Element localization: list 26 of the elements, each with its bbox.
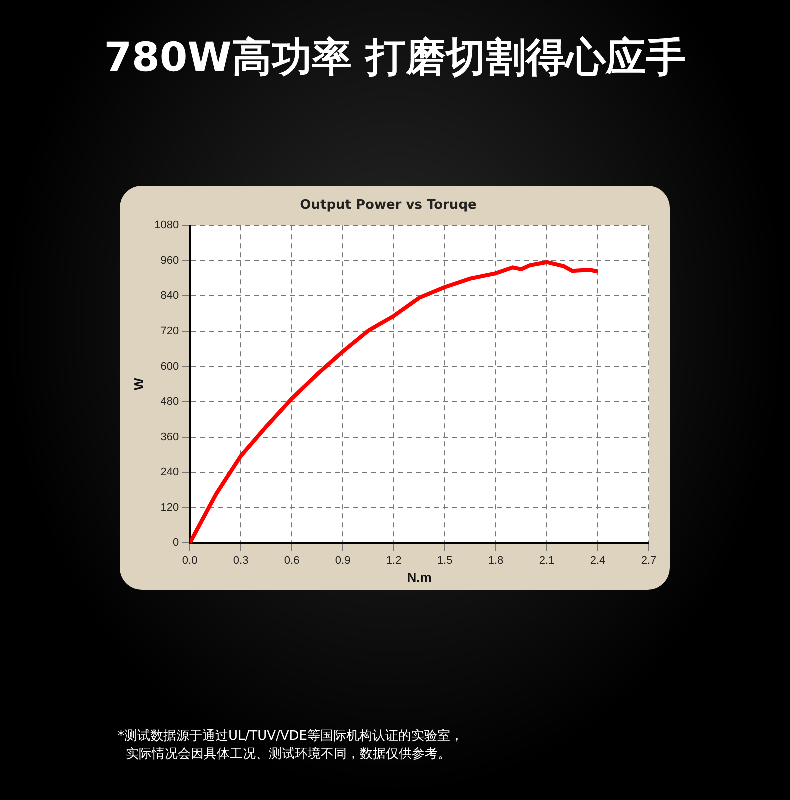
y-tick-label: 960 [160, 254, 180, 267]
chart-subtitle: Output Power vs Toruqe [300, 198, 477, 214]
x-tick-label: 1.8 [488, 554, 504, 567]
y-tick-label: 1080 [154, 220, 180, 232]
x-tick-label: 1.5 [437, 554, 453, 567]
y-tick-label: 480 [160, 396, 180, 408]
chart-title: 780W高功率 打磨切割得心应手 [103, 34, 687, 83]
y-tick-label: 840 [160, 290, 180, 302]
x-tick-label: 2.4 [590, 554, 606, 567]
y-axis-title: W [131, 378, 146, 391]
y-tick-label: 600 [160, 360, 180, 373]
y-tick-label: 120 [160, 502, 180, 514]
x-axis-title: N.m [407, 570, 432, 585]
text: *测试数据源于通过UL/TUV/VDE等国际机构认证的实验室， [118, 728, 464, 746]
x-tick-label: 1.2 [386, 554, 402, 567]
x-tick-label: 2.7 [641, 554, 657, 567]
x-tick-label: 0.9 [335, 554, 351, 567]
y-tick-label: 240 [160, 466, 180, 479]
y-tick-label: 0 [172, 537, 180, 550]
text: 实际情况会因具体工况、测试环境不同，数据仅供参考。 [125, 746, 452, 764]
y-tick-label: 720 [160, 326, 180, 338]
x-tick-label: 0.0 [182, 554, 198, 567]
x-tick-label: 2.1 [539, 554, 555, 567]
x-tick-label: 0.6 [284, 554, 300, 567]
x-tick-label: 0.3 [233, 554, 249, 567]
y-tick-label: 360 [160, 431, 180, 444]
